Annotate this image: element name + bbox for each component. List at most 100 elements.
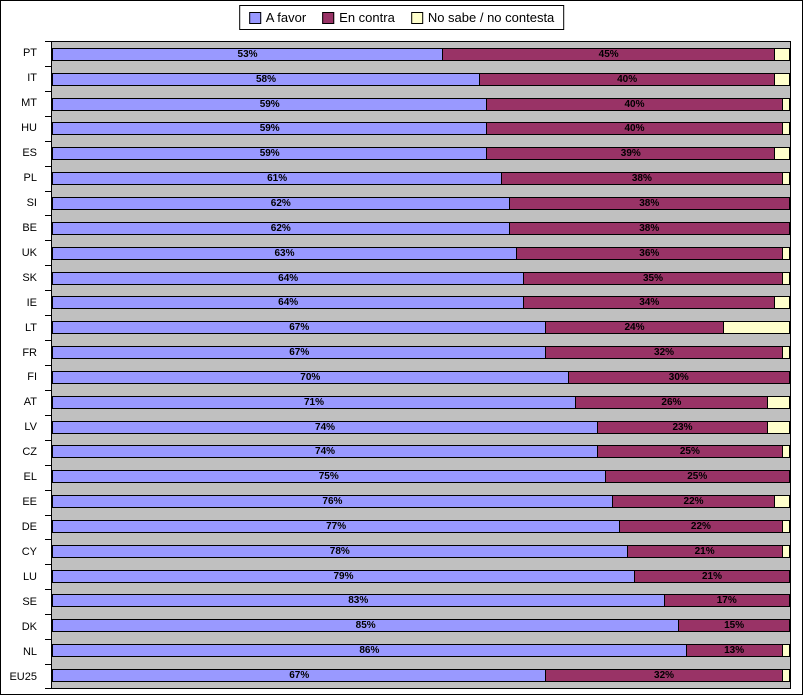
axis-tick: [45, 190, 51, 192]
stacked-bar: 58% 40%: [52, 72, 790, 86]
bar-row-at: 71% 26%: [52, 390, 790, 415]
category-label-de: DE: [21, 520, 37, 533]
bar-segment: [767, 395, 790, 409]
category-label-lv: LV: [24, 421, 37, 434]
bar-row-sk: 64% 35%: [52, 266, 790, 291]
category-label-eu25: EU25: [9, 670, 37, 683]
bar-row-eu25: 67% 32%: [52, 663, 790, 688]
bar-row-lt: 67% 24%: [52, 315, 790, 340]
bar-segment: 45%: [443, 47, 776, 61]
bar-segment: [782, 97, 790, 111]
bar-row-hu: 59% 40%: [52, 117, 790, 142]
axis-tick: [45, 464, 51, 466]
stacked-bar: 75% 25%: [52, 470, 790, 484]
bar-row-fr: 67% 32%: [52, 340, 790, 365]
bar-segment: 62%: [52, 196, 510, 210]
bar-segment: 38%: [509, 221, 790, 235]
stacked-bar: 64% 34%: [52, 296, 790, 310]
stacked-bar: 76% 22%: [52, 495, 790, 509]
axis-tick: [45, 514, 51, 516]
category-label-ie: IE: [26, 296, 37, 309]
axis-tick: [45, 265, 51, 267]
bar-row-ee: 76% 22%: [52, 489, 790, 514]
bar-segment: 25%: [598, 445, 783, 459]
category-label-be: BE: [22, 221, 37, 234]
bar-row-de: 77% 22%: [52, 514, 790, 539]
category-label-si: SI: [26, 196, 37, 209]
stacked-bar: 61% 38%: [52, 172, 790, 186]
bar-row-mt: 59% 40%: [52, 92, 790, 117]
bar-segment: 35%: [524, 271, 783, 285]
stacked-bar: 67% 32%: [52, 346, 790, 360]
category-label-lt: LT: [24, 321, 37, 334]
stacked-bar: 71% 26%: [52, 395, 790, 409]
stacked-bar: 53% 45%: [52, 47, 790, 61]
axis-tick: [45, 439, 51, 441]
bar-segment: 40%: [487, 122, 783, 136]
bar-segment: [782, 172, 790, 186]
axis-tick: [45, 614, 51, 616]
bar-row-nl: 86% 13%: [52, 638, 790, 663]
axis-tick: [45, 340, 51, 342]
axis-tick: [45, 688, 51, 689]
category-label-fr: FR: [22, 346, 37, 359]
stacked-bar: 86% 13%: [52, 644, 790, 658]
bar-segment: 32%: [546, 669, 783, 683]
bar-segment: 34%: [524, 296, 776, 310]
category-label-hu: HU: [21, 122, 37, 135]
axis-tick: [45, 489, 51, 491]
bar-segment: 17%: [664, 594, 790, 608]
axis-tick: [45, 564, 51, 566]
bar-row-cz: 74% 25%: [52, 440, 790, 465]
axis-tick: [45, 315, 51, 317]
bar-segment: 22%: [612, 495, 776, 509]
bar-segment: [782, 519, 790, 533]
bar-row-ie: 64% 34%: [52, 290, 790, 315]
bar-segment: 13%: [686, 644, 783, 658]
stacked-bar: 78% 21%: [52, 544, 790, 558]
category-label-at: AT: [23, 396, 37, 409]
bar-segment: 74%: [52, 445, 599, 459]
bar-row-be: 62% 38%: [52, 216, 790, 241]
bar-segment: 64%: [52, 271, 525, 285]
bar-segment: 64%: [52, 296, 525, 310]
bar-segment: 39%: [487, 147, 776, 161]
category-label-se: SE: [22, 595, 37, 608]
bar-row-si: 62% 38%: [52, 191, 790, 216]
bar-segment: [782, 122, 790, 136]
axis-tick: [45, 215, 51, 217]
bar-segment: 67%: [52, 346, 547, 360]
bar-row-it: 58% 40%: [52, 67, 790, 92]
bar-segment: 24%: [546, 321, 724, 335]
bar-segment: 15%: [679, 619, 790, 633]
stacked-bar: 77% 22%: [52, 519, 790, 533]
axis-tick: [45, 664, 51, 666]
category-label-el: EL: [23, 471, 37, 484]
stacked-bar: 59% 40%: [52, 122, 790, 136]
bar-segment: 75%: [52, 470, 606, 484]
bar-segment: 74%: [52, 420, 599, 434]
category-label-pt: PT: [22, 47, 37, 60]
legend-label-no-sabe: No sabe / no contesta: [427, 10, 555, 25]
bar-segment: 30%: [568, 370, 790, 384]
category-axis-ticks: [45, 41, 51, 689]
bar-row-fi: 70% 30%: [52, 365, 790, 390]
bar-segment: 53%: [52, 47, 444, 61]
bar-segment: [782, 445, 790, 459]
axis-tick: [45, 389, 51, 391]
bar-segment: [723, 321, 790, 335]
bar-segment: 40%: [480, 72, 776, 86]
bar-segment: [782, 644, 790, 658]
bar-row-pl: 61% 38%: [52, 166, 790, 191]
bar-row-es: 59% 39%: [52, 141, 790, 166]
category-label-ee: EE: [22, 496, 37, 509]
axis-tick: [45, 41, 51, 42]
axis-tick: [45, 539, 51, 541]
stacked-bar: 83% 17%: [52, 594, 790, 608]
stacked-bar: 67% 32%: [52, 669, 790, 683]
bar-segment: 67%: [52, 321, 547, 335]
bar-row-cy: 78% 21%: [52, 539, 790, 564]
category-label-cz: CZ: [22, 446, 37, 459]
bar-segment: 21%: [627, 544, 783, 558]
bar-segment: 40%: [487, 97, 783, 111]
